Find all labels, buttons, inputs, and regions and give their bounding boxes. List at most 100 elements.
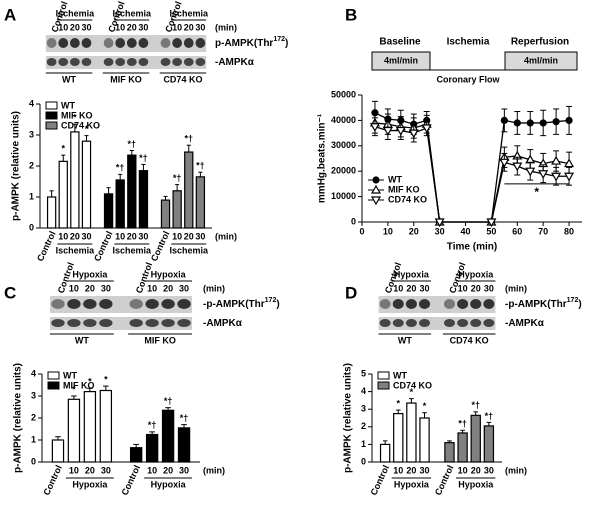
blot-group-label: Ischemia <box>169 8 209 18</box>
blot-band <box>419 299 431 309</box>
legend-label: MIF KO <box>61 110 93 120</box>
blot-row-sup: 172 <box>265 297 277 304</box>
blot-band <box>443 319 455 327</box>
significance-mark: *† <box>148 420 157 430</box>
blot-band <box>138 38 149 48</box>
blot-band <box>161 319 175 327</box>
x-tick-label: 10 <box>69 465 79 475</box>
x-tick-label: 20 <box>85 465 95 475</box>
blot-lane-label: 10 <box>458 283 468 293</box>
blot-genotype-label: MIF KO <box>110 74 142 84</box>
blot-genotype-label: WT <box>75 335 89 345</box>
marker <box>564 172 575 182</box>
marker <box>421 124 432 134</box>
blot-band <box>183 58 194 66</box>
x-tick-label: 30 <box>195 231 205 241</box>
blot-row-text: -p-AMPK(Thr <box>505 299 567 310</box>
x-tick-label: 20 <box>184 231 194 241</box>
significance-mark: *† <box>184 134 193 144</box>
y-tick-label: 4 <box>361 386 366 396</box>
blot-band <box>129 299 143 309</box>
significance-mark: *† <box>164 396 173 406</box>
x-tick-label: 70 <box>538 226 548 236</box>
blot-row-text: -AMPKα <box>505 318 545 329</box>
marker <box>382 126 393 136</box>
phase-label: Ischemia <box>447 37 490 48</box>
x-tick-label: Control <box>35 230 58 263</box>
blot-lane-label: 10 <box>58 22 68 32</box>
group-label: Hypoxia <box>72 479 108 489</box>
significance-mark: * <box>397 398 401 408</box>
blot-lane-label: 30 <box>138 22 148 32</box>
blot-band <box>172 38 183 48</box>
blot-band <box>145 299 159 309</box>
panel-letter: D <box>345 283 357 302</box>
marker <box>565 116 573 125</box>
blot-unit-label: (min) <box>203 283 225 293</box>
x-tick-label: 30 <box>138 231 148 241</box>
x-tick-label: 10 <box>147 465 157 475</box>
y-tick-label: 20000 <box>331 166 356 176</box>
blot-lane-label: 30 <box>484 283 494 293</box>
y-tick-label: 5 <box>361 368 366 378</box>
y-tick-label: 0 <box>351 216 356 226</box>
significance-mark: *† <box>471 400 480 410</box>
group-label: Ischemia <box>56 245 96 255</box>
blot-lane-label: 10 <box>115 22 125 32</box>
unit-label: (min) <box>203 465 225 475</box>
blot-band <box>51 299 65 309</box>
legend-swatch <box>377 381 390 390</box>
blot-band <box>115 58 126 66</box>
blot-genotype-label: WT <box>398 335 412 345</box>
blot-band <box>67 299 81 309</box>
blot-band <box>457 299 469 309</box>
blot-lane-label: 30 <box>81 22 91 32</box>
x-tick-label: Control <box>92 230 115 263</box>
y-tick-label: 10000 <box>331 191 356 201</box>
blot-lane-label: 20 <box>163 283 173 293</box>
bar <box>115 179 125 229</box>
x-tick-label: 20 <box>70 231 80 241</box>
blot-band <box>115 38 126 48</box>
blot-band <box>160 38 171 48</box>
marker <box>486 218 497 228</box>
significance-mark: * <box>85 124 89 134</box>
blot-row-text: -p-AMPK(Thr <box>203 299 265 310</box>
bar <box>81 140 92 229</box>
marker <box>513 119 521 127</box>
y-tick-label: 30000 <box>331 140 356 150</box>
x-tick-label: 30 <box>484 465 494 475</box>
legend-swatch <box>45 111 58 120</box>
bar <box>103 193 114 229</box>
blot-group-label: Hypoxia <box>72 269 108 279</box>
y-axis-label: p-AMPK (relative units) <box>13 363 24 473</box>
blot-row-text: p-AMPK(Thr <box>215 38 273 49</box>
bar <box>406 402 417 463</box>
flow-box <box>371 51 431 71</box>
blot-band <box>67 319 81 327</box>
x-tick-label: 10 <box>115 231 125 241</box>
marker <box>551 172 562 182</box>
blot-lane-label: 30 <box>195 22 205 32</box>
blot-genotype-label: CD74 KO <box>450 335 489 345</box>
blot-group-label: Hypoxia <box>394 269 430 279</box>
panel-letter: C <box>4 283 16 302</box>
significance-mark: *† <box>128 139 137 149</box>
y-tick-label: 2 <box>29 160 34 170</box>
marker <box>370 196 382 206</box>
bar <box>138 170 149 229</box>
blot-lane-label: 20 <box>70 22 80 32</box>
blot-row-label: -AMPKα <box>203 318 243 329</box>
y-tick-label: 2 <box>361 421 366 431</box>
marker <box>408 129 419 139</box>
x-tick-label: 80 <box>564 226 574 236</box>
blot-lane-label: 20 <box>406 283 416 293</box>
blot-band <box>99 299 113 309</box>
y-tick-label: 3 <box>29 129 34 139</box>
marker <box>539 119 547 127</box>
legend-label: CD74 KO <box>61 120 100 130</box>
blot-group-label: Ischemia <box>113 8 153 18</box>
flow-box <box>504 51 578 71</box>
legend-label: WT <box>63 370 77 380</box>
y-tick-label: 1 <box>29 191 34 201</box>
